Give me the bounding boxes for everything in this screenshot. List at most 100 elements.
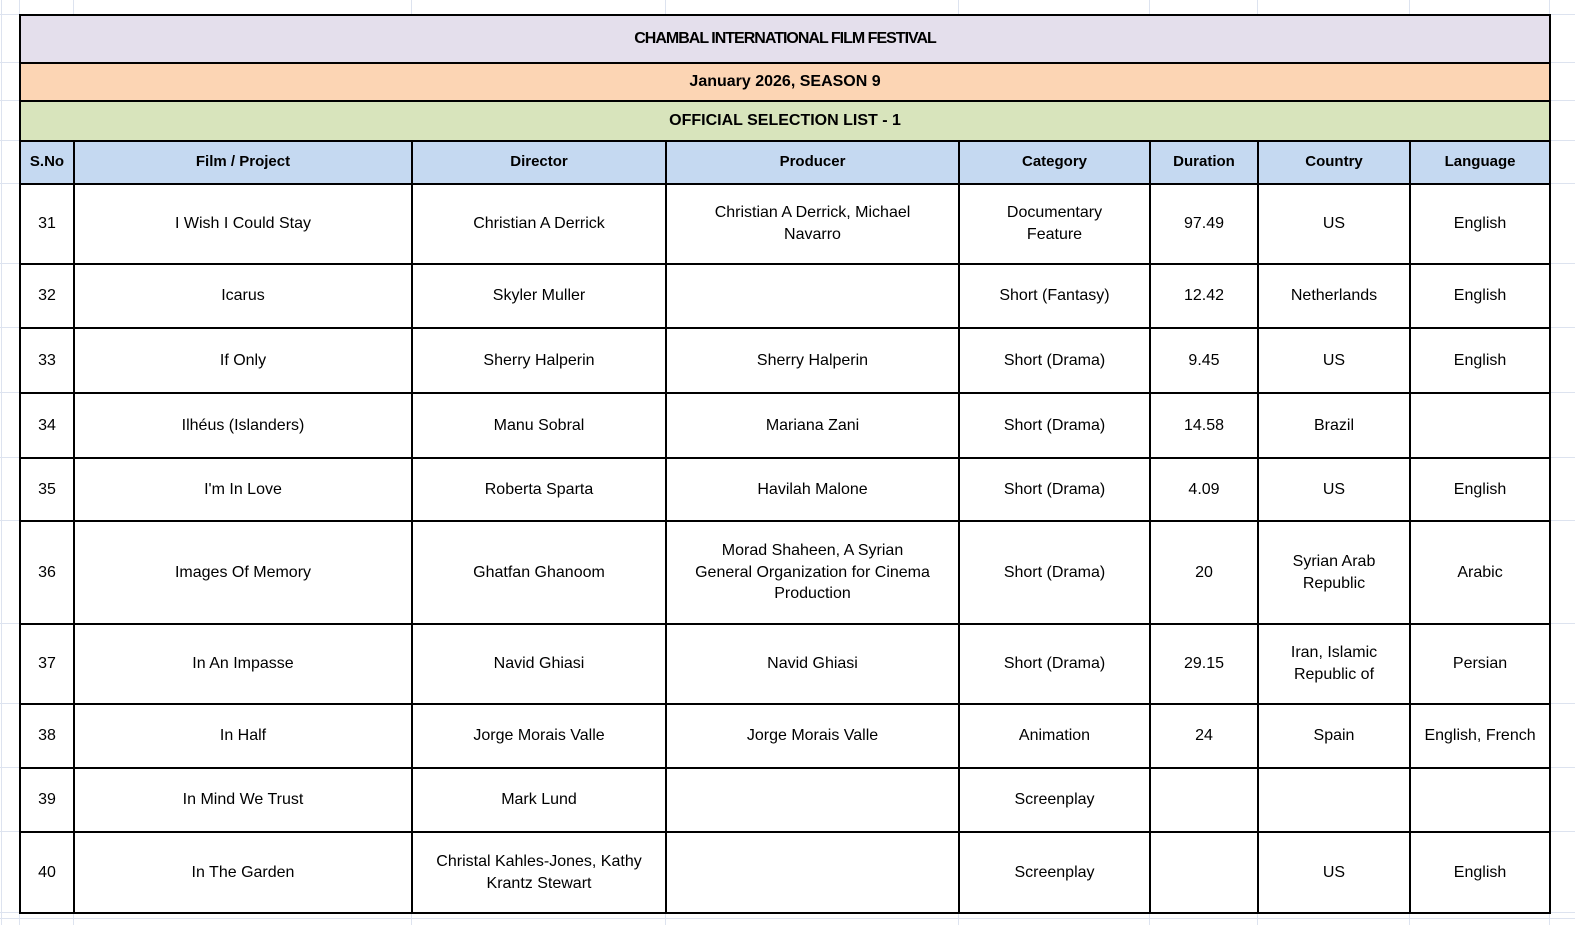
cell-director: Navid Ghiasi (411, 623, 667, 705)
title-band-row: CHAMBAL INTERNATIONAL FILM FESTIVAL (18, 14, 1552, 64)
cell-country: Netherlands (1257, 263, 1411, 329)
cell-director: Christian A Derrick (411, 183, 667, 265)
cell-producer (665, 263, 960, 329)
cell-sno: 32 (19, 263, 75, 329)
cell-director: Skyler Muller (411, 263, 667, 329)
cell-sno: 40 (19, 831, 75, 914)
cell-country (1257, 767, 1411, 833)
cell-sno: 36 (19, 520, 75, 625)
table-row: 40 In The Garden Christal Kahles-Jones, … (19, 831, 1552, 914)
cell-sno: 37 (19, 623, 75, 705)
cell-duration: 29.15 (1149, 623, 1259, 705)
festival-title: CHAMBAL INTERNATIONAL FILM FESTIVAL (18, 14, 1552, 64)
cell-category: Short (Drama) (958, 520, 1151, 625)
cell-duration (1149, 831, 1259, 914)
header-row: S.No Film / Project Director Producer Ca… (19, 140, 1552, 185)
cell-duration (1149, 767, 1259, 833)
table-row: 35 I'm In Love Roberta Sparta Havilah Ma… (19, 457, 1552, 522)
table-row: 37 In An Impasse Navid Ghiasi Navid Ghia… (19, 623, 1552, 705)
cell-country: Spain (1257, 703, 1411, 769)
cell-category: Short (Drama) (958, 392, 1151, 459)
cell-language: English (1408, 263, 1552, 329)
cell-language (1408, 767, 1552, 833)
season-band-row: January 2026, SEASON 9 (18, 62, 1552, 102)
cell-film: Icarus (73, 263, 413, 329)
cell-sno: 33 (19, 327, 75, 394)
cell-film: In The Garden (73, 831, 413, 914)
cell-category: Documentary Feature (958, 183, 1151, 265)
table-row: 33 If Only Sherry Halperin Sherry Halper… (19, 327, 1552, 394)
table-row: 32 Icarus Skyler Muller Short (Fantasy) … (19, 263, 1552, 329)
cell-film: In Half (73, 703, 413, 769)
cell-category: Screenplay (958, 831, 1151, 914)
selection-list-label: OFFICIAL SELECTION LIST - 1 (18, 100, 1552, 142)
cell-category: Screenplay (958, 767, 1151, 833)
cell-language: English (1408, 831, 1552, 914)
cell-country: Iran, Islamic Republic of (1257, 623, 1411, 705)
cell-producer: Morad Shaheen, A Syrian General Organiza… (665, 520, 960, 625)
official-selection-table: CHAMBAL INTERNATIONAL FILM FESTIVAL Janu… (18, 14, 1552, 914)
table-row: 38 In Half Jorge Morais Valle Jorge Mora… (19, 703, 1552, 769)
cell-category: Short (Drama) (958, 327, 1151, 394)
cell-country: US (1257, 831, 1411, 914)
cell-duration: 14.58 (1149, 392, 1259, 459)
cell-category: Short (Drama) (958, 623, 1151, 705)
cell-duration: 97.49 (1149, 183, 1259, 265)
cell-film: If Only (73, 327, 413, 394)
column-header-producer: Producer (665, 140, 960, 185)
table-row: 34 Ilhéus (Islanders) Manu Sobral Marian… (19, 392, 1552, 459)
season-subtitle: January 2026, SEASON 9 (18, 62, 1552, 102)
cell-director: Christal Kahles-Jones, Kathy Krantz Stew… (411, 831, 667, 914)
cell-producer: Mariana Zani (665, 392, 960, 459)
cell-language: Arabic (1408, 520, 1552, 625)
cell-category: Animation (958, 703, 1151, 769)
column-header-country: Country (1257, 140, 1411, 185)
cell-country: US (1257, 183, 1411, 265)
cell-film: In An Impasse (73, 623, 413, 705)
cell-film: Images Of Memory (73, 520, 413, 625)
cell-sno: 35 (19, 457, 75, 522)
cell-producer: Christian A Derrick, Michael Navarro (665, 183, 960, 265)
table-row: 39 In Mind We Trust Mark Lund Screenplay (19, 767, 1552, 833)
cell-film: Ilhéus (Islanders) (73, 392, 413, 459)
cell-director: Ghatfan Ghanoom (411, 520, 667, 625)
cell-country: Syrian Arab Republic (1257, 520, 1411, 625)
cell-director: Jorge Morais Valle (411, 703, 667, 769)
cell-category: Short (Fantasy) (958, 263, 1151, 329)
cell-producer (665, 767, 960, 833)
cell-producer: Sherry Halperin (665, 327, 960, 394)
cell-producer: Jorge Morais Valle (665, 703, 960, 769)
cell-duration: 9.45 (1149, 327, 1259, 394)
cell-producer: Havilah Malone (665, 457, 960, 522)
cell-duration: 4.09 (1149, 457, 1259, 522)
cell-category: Short (Drama) (958, 457, 1151, 522)
table-row: 36 Images Of Memory Ghatfan Ghanoom Mora… (19, 520, 1552, 625)
selection-band-row: OFFICIAL SELECTION LIST - 1 (18, 100, 1552, 142)
cell-language (1408, 392, 1552, 459)
column-header-language: Language (1408, 140, 1552, 185)
cell-sno: 38 (19, 703, 75, 769)
cell-producer: Navid Ghiasi (665, 623, 960, 705)
cell-film: In Mind We Trust (73, 767, 413, 833)
column-header-category: Category (958, 140, 1151, 185)
cell-film: I'm In Love (73, 457, 413, 522)
column-header-duration: Duration (1149, 140, 1259, 185)
column-header-director: Director (411, 140, 667, 185)
cell-director: Roberta Sparta (411, 457, 667, 522)
cell-sno: 39 (19, 767, 75, 833)
cell-film: I Wish I Could Stay (73, 183, 413, 265)
cell-director: Manu Sobral (411, 392, 667, 459)
cell-country: US (1257, 327, 1411, 394)
cell-producer (665, 831, 960, 914)
cell-country: US (1257, 457, 1411, 522)
cell-sno: 34 (19, 392, 75, 459)
cell-country: Brazil (1257, 392, 1411, 459)
cell-duration: 24 (1149, 703, 1259, 769)
cell-duration: 12.42 (1149, 263, 1259, 329)
cell-language: English (1408, 327, 1552, 394)
cell-language: English (1408, 457, 1552, 522)
cell-language: Persian (1408, 623, 1552, 705)
column-header-sno: S.No (19, 140, 75, 185)
column-header-film: Film / Project (73, 140, 413, 185)
